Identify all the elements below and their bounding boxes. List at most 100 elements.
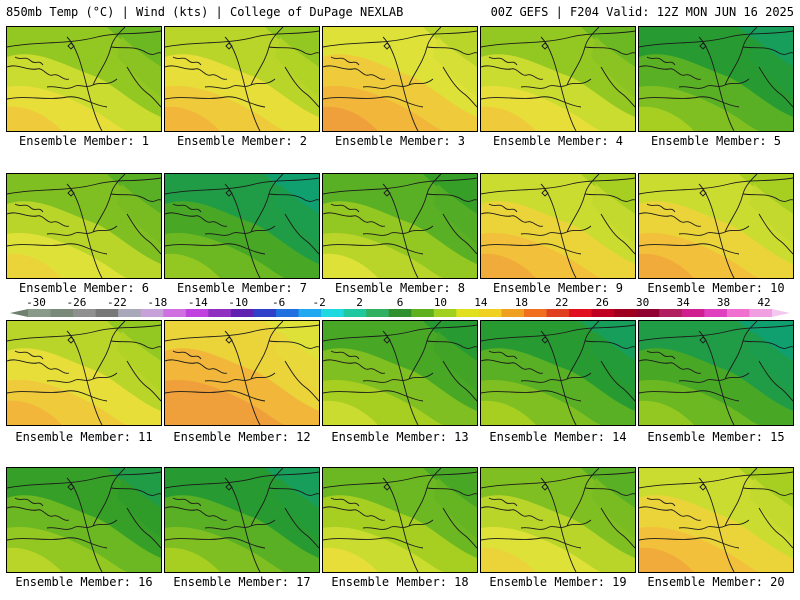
ensemble-member-label: Ensemble Member: 20 bbox=[647, 575, 785, 589]
colorbar-swatch bbox=[73, 309, 97, 317]
temperature-map bbox=[323, 27, 477, 131]
colorbar-swatch bbox=[366, 309, 390, 317]
colorbar-swatch bbox=[501, 309, 525, 317]
ensemble-panel bbox=[6, 173, 162, 279]
ensemble-panel bbox=[638, 26, 794, 132]
colorbar-right-arrow bbox=[772, 309, 790, 317]
colorbar-tick-label: -18 bbox=[147, 296, 168, 309]
ensemble-panel bbox=[6, 26, 162, 132]
colorbar-swatch bbox=[411, 309, 435, 317]
ensemble-member-label: Ensemble Member: 7 bbox=[176, 281, 308, 295]
colorbar-swatch bbox=[185, 309, 209, 317]
ensemble-member-label: Ensemble Member: 9 bbox=[492, 281, 624, 295]
ensemble-panel bbox=[322, 173, 478, 279]
ensemble-member-label: Ensemble Member: 4 bbox=[492, 134, 624, 148]
colorbar-tick-label: 14 bbox=[474, 296, 488, 309]
colorbar-swatch bbox=[478, 309, 502, 317]
ensemble-panel bbox=[164, 320, 320, 426]
ensemble-member-label: Ensemble Member: 12 bbox=[173, 430, 311, 444]
colorbar-swatch bbox=[614, 309, 638, 317]
temperature-map bbox=[323, 321, 477, 425]
temperature-map bbox=[639, 27, 793, 131]
colorbar-tick-label: 34 bbox=[676, 296, 690, 309]
colorbar-tick-label: 2 bbox=[356, 296, 363, 309]
colorbar-swatch bbox=[50, 309, 74, 317]
temperature-map bbox=[481, 321, 635, 425]
colorbar-swatch bbox=[546, 309, 570, 317]
colorbar-tick-label: -2 bbox=[312, 296, 326, 309]
temperature-map bbox=[481, 27, 635, 131]
ensemble-member-label: Ensemble Member: 14 bbox=[489, 430, 627, 444]
colorbar-tick-label: -14 bbox=[187, 296, 208, 309]
colorbar-swatch bbox=[343, 309, 367, 317]
colorbar-tick-label: 38 bbox=[716, 296, 731, 309]
ensemble-member-label: Ensemble Member: 15 bbox=[647, 430, 785, 444]
ensemble-member-label: Ensemble Member: 13 bbox=[331, 430, 469, 444]
colorbar-swatch bbox=[298, 309, 322, 317]
temperature-map bbox=[165, 27, 319, 131]
ensemble-member-label: Ensemble Member: 1 bbox=[18, 134, 150, 148]
colorbar-swatch bbox=[276, 309, 300, 317]
ensemble-panel bbox=[480, 467, 636, 573]
colorbar-swatch bbox=[433, 309, 457, 317]
temperature-colorbar bbox=[10, 309, 790, 317]
map-title: 850mb Temp (°C) | Wind (kts) | College o… bbox=[6, 5, 404, 19]
colorbar-swatch bbox=[230, 309, 254, 317]
ensemble-panel bbox=[480, 320, 636, 426]
colorbar-tick-label: -22 bbox=[106, 296, 127, 309]
temperature-map bbox=[323, 174, 477, 278]
temperature-map bbox=[481, 468, 635, 572]
temperature-map bbox=[639, 174, 793, 278]
ensemble-member-label: Ensemble Member: 3 bbox=[334, 134, 466, 148]
temperature-map bbox=[7, 468, 161, 572]
ensemble-panel bbox=[638, 320, 794, 426]
temperature-map bbox=[323, 468, 477, 572]
ensemble-panel bbox=[480, 26, 636, 132]
ensemble-panel bbox=[638, 173, 794, 279]
colorbar-swatch bbox=[636, 309, 660, 317]
temperature-map bbox=[481, 174, 635, 278]
colorbar-tick-label: 18 bbox=[514, 296, 528, 309]
temperature-map bbox=[639, 321, 793, 425]
colorbar-tick-label: -26 bbox=[66, 296, 87, 309]
ensemble-member-label: Ensemble Member: 10 bbox=[647, 281, 785, 295]
temperature-map bbox=[165, 174, 319, 278]
ensemble-panel bbox=[164, 26, 320, 132]
colorbar-swatch bbox=[681, 309, 705, 317]
ensemble-member-label: Ensemble Member: 19 bbox=[489, 575, 627, 589]
colorbar-tick-label: 22 bbox=[555, 296, 569, 309]
ensemble-panel bbox=[322, 320, 478, 426]
colorbar-tick-label: -30 bbox=[26, 296, 46, 309]
ensemble-member-label: Ensemble Member: 11 bbox=[15, 430, 153, 444]
ensemble-panel bbox=[6, 320, 162, 426]
colorbar-swatch bbox=[28, 309, 52, 317]
colorbar-swatch bbox=[95, 309, 119, 317]
temperature-map bbox=[165, 321, 319, 425]
colorbar-tick-label: 42 bbox=[757, 296, 771, 309]
colorbar-swatch bbox=[456, 309, 480, 317]
colorbar-swatch bbox=[749, 309, 773, 317]
ensemble-member-label: Ensemble Member: 8 bbox=[334, 281, 466, 295]
colorbar-tick-label: 6 bbox=[396, 296, 404, 309]
colorbar-swatch bbox=[163, 309, 187, 317]
ensemble-member-label: Ensemble Member: 16 bbox=[15, 575, 153, 589]
colorbar-swatch bbox=[591, 309, 615, 317]
colorbar-left-arrow bbox=[10, 309, 28, 317]
colorbar-tick-label: 10 bbox=[433, 296, 448, 309]
ensemble-member-label: Ensemble Member: 2 bbox=[176, 134, 308, 148]
colorbar-swatch bbox=[388, 309, 412, 317]
ensemble-member-label: Ensemble Member: 6 bbox=[18, 281, 150, 295]
ensemble-panel bbox=[164, 467, 320, 573]
ensemble-panel bbox=[322, 26, 478, 132]
temperature-map bbox=[7, 27, 161, 131]
ensemble-member-label: Ensemble Member: 18 bbox=[331, 575, 469, 589]
colorbar-swatch bbox=[659, 309, 683, 317]
temperature-map bbox=[7, 321, 161, 425]
ensemble-panel bbox=[322, 467, 478, 573]
colorbar-tick-label: -6 bbox=[272, 296, 286, 309]
colorbar-swatch bbox=[524, 309, 548, 317]
colorbar-tick-label: -10 bbox=[228, 296, 249, 309]
colorbar-tick-label: 26 bbox=[595, 296, 609, 309]
temperature-map bbox=[639, 468, 793, 572]
ensemble-panel bbox=[480, 173, 636, 279]
